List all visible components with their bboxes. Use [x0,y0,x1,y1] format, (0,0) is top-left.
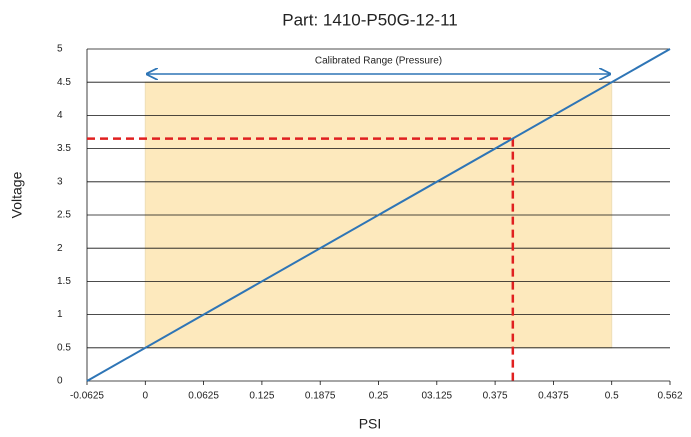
y-tick-label: 3 [57,176,63,187]
x-tick-label: 0.0625 [188,391,219,402]
y-tick-label: 4.5 [57,77,71,88]
x-tick-label: 0.25 [369,391,389,402]
y-tick-label: 1.5 [57,276,71,287]
y-tick-label: 1 [57,309,63,320]
x-tick-label: 0.375 [483,391,508,402]
x-tick-label: 0.5 [605,391,619,402]
x-tick-label: 0.562 [657,391,682,402]
y-tick-label: 4 [57,110,63,121]
x-tick-label: -0.0625 [70,391,104,402]
range-label: Calibrated Range (Pressure) [315,56,442,67]
y-tick-label: 5 [57,44,63,55]
x-tick-label: 0.4375 [538,391,569,402]
y-tick-label: 0 [57,376,63,387]
series-line [86,48,671,382]
y-tick-label: 0.5 [57,342,71,353]
x-tick-label: 0.125 [249,391,274,402]
chart-title: Part: 1410-P50G-12-11 [282,10,457,29]
x-tick-label: 0 [143,391,149,402]
y-tick-label: 2.5 [57,210,71,221]
y-tick-label: 2 [57,243,63,254]
y-tick-label: 3.5 [57,143,71,154]
x-tick-label: 0.1875 [305,391,336,402]
y-axis-label: Voltage [9,171,25,218]
x-axis-label: PSI [359,416,382,432]
x-tick-label: 03.125 [422,391,453,402]
